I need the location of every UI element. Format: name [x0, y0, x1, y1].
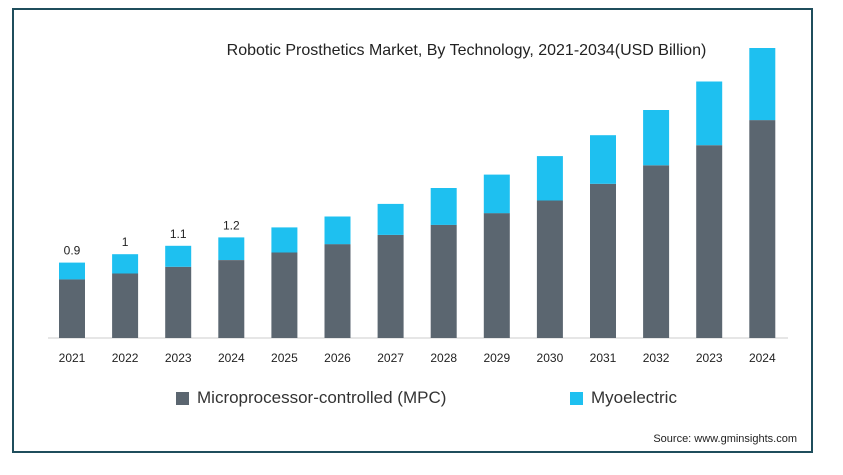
- bar-mpc-4: [271, 252, 298, 338]
- bar-mpc-7: [430, 224, 457, 338]
- bar-mpc-2: [165, 266, 192, 338]
- bar-mpc-13: [749, 120, 776, 338]
- x-tick-label: 2023: [165, 351, 192, 365]
- x-tick-label: 2031: [590, 351, 617, 365]
- x-tick-label: 2032: [643, 351, 670, 365]
- legend: Microprocessor-controlled (MPC) Myoelect…: [0, 388, 843, 412]
- x-tick-label: 2024: [218, 351, 245, 365]
- x-tick-label: 2027: [377, 351, 404, 365]
- x-tick-label: 2029: [483, 351, 510, 365]
- x-tick-label: 2030: [537, 351, 564, 365]
- bar-myoelectric-9: [536, 156, 563, 201]
- data-label: 0.9: [64, 244, 81, 258]
- bar-mpc-11: [643, 165, 670, 338]
- x-tick-label: 2028: [430, 351, 457, 365]
- x-tick-label: 2026: [324, 351, 351, 365]
- bar-mpc-1: [112, 273, 139, 338]
- bar-myoelectric-13: [749, 48, 776, 121]
- bar-myoelectric-10: [590, 135, 616, 184]
- x-tick-label: 2022: [112, 351, 139, 365]
- legend-label-mpc: Microprocessor-controlled (MPC): [197, 388, 447, 407]
- bar-myoelectric-6: [377, 203, 404, 235]
- bar-myoelectric-5: [324, 216, 351, 245]
- x-tick-label: 2023: [696, 351, 723, 365]
- chart-title: Robotic Prosthetics Market, By Technolog…: [226, 42, 707, 59]
- bar-myoelectric-7: [430, 188, 457, 225]
- bar-myoelectric-4: [271, 227, 298, 253]
- bar-mpc-6: [377, 234, 404, 338]
- bar-myoelectric-0: [59, 262, 85, 280]
- bar-myoelectric-8: [483, 174, 510, 214]
- legend-swatch-mpc: [176, 391, 189, 405]
- bar-mpc-0: [59, 279, 85, 338]
- x-tick-label: 2021: [59, 351, 86, 365]
- data-label: 1: [122, 235, 129, 249]
- bar-myoelectric-2: [165, 245, 192, 267]
- data-label: 1.2: [223, 218, 240, 232]
- bar-mpc-10: [590, 183, 616, 338]
- chart-frame: [12, 8, 813, 453]
- bar-mpc-9: [536, 200, 563, 338]
- bar-mpc-3: [218, 260, 245, 338]
- bar-mpc-5: [324, 244, 351, 338]
- bar-mpc-8: [483, 213, 510, 338]
- bar-myoelectric-1: [112, 254, 139, 274]
- data-label: 1.1: [170, 227, 187, 241]
- legend-item-myoelectric: Myoelectric: [570, 388, 677, 408]
- x-tick-label: 2024: [749, 351, 776, 365]
- x-tick-label: 2025: [271, 351, 298, 365]
- bar-mpc-12: [696, 145, 723, 338]
- legend-label-myoelectric: Myoelectric: [591, 388, 677, 407]
- bar-myoelectric-12: [696, 81, 723, 146]
- source-note: Source: www.gminsights.com: [653, 433, 797, 445]
- legend-item-mpc: Microprocessor-controlled (MPC): [176, 388, 446, 408]
- bar-myoelectric-3: [218, 237, 245, 260]
- bar-myoelectric-11: [643, 110, 670, 166]
- legend-swatch-myoelectric: [570, 391, 583, 405]
